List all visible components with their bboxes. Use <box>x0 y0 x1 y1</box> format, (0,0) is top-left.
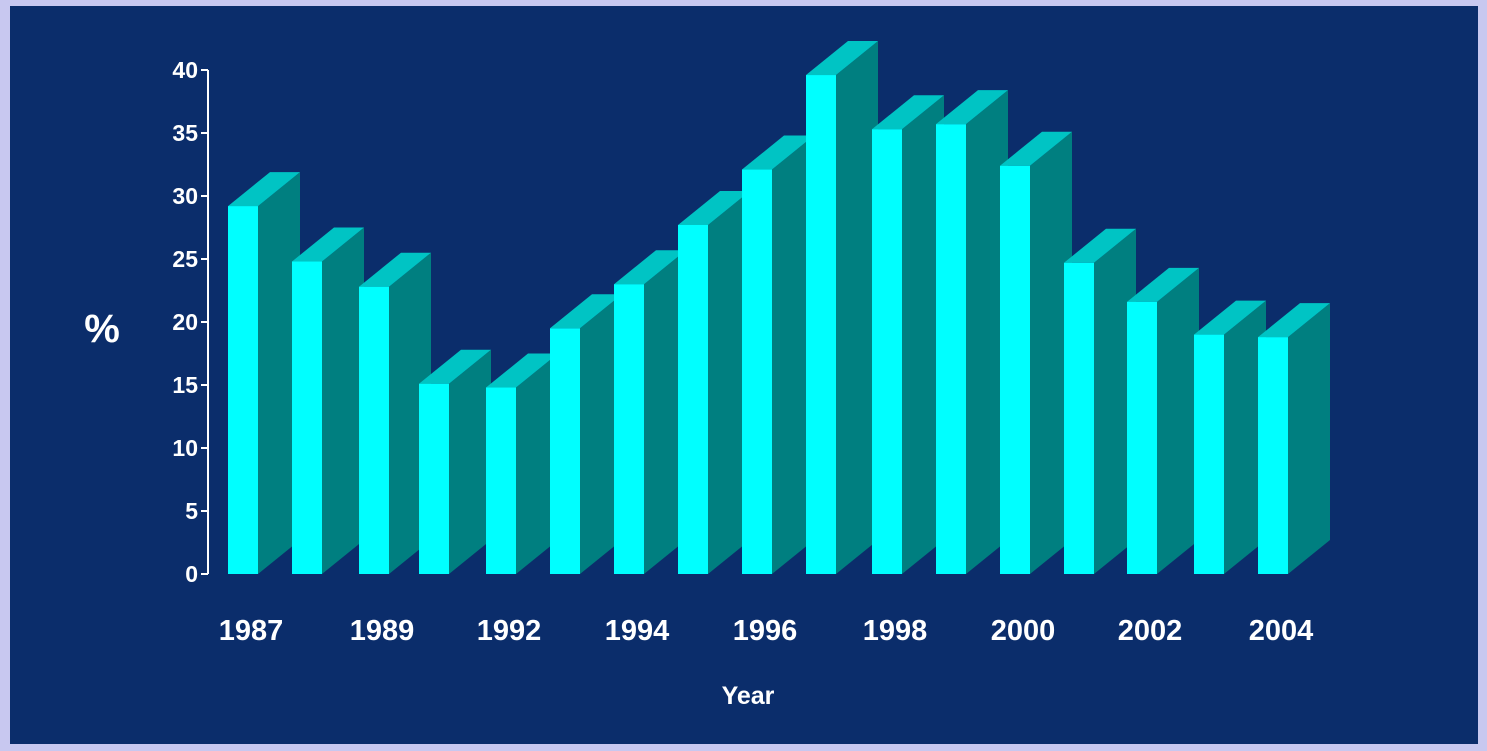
bar-front-face <box>550 328 580 574</box>
bar-side-face <box>516 353 558 574</box>
y-tick-label: 25 <box>172 246 198 272</box>
bar-side-face <box>1030 131 1072 574</box>
x-tick-label: 1989 <box>350 615 415 647</box>
y-tick-label: 15 <box>172 372 198 398</box>
bar-front-face <box>872 129 902 574</box>
bar-1997 <box>806 41 878 575</box>
bar-front-face <box>1194 334 1224 574</box>
bar-front-face <box>1127 301 1157 574</box>
bar-side-face <box>1094 228 1136 574</box>
y-tick-label: 20 <box>172 309 198 335</box>
bar-2002 <box>1127 267 1199 574</box>
y-tick-label: 5 <box>185 498 198 524</box>
bar-top-face <box>550 294 622 329</box>
bar-front-face <box>419 383 449 574</box>
x-tick-label: 1992 <box>477 615 542 647</box>
bar-2004 <box>1258 303 1330 574</box>
y-tick-label: 35 <box>172 120 198 146</box>
bar-front-face <box>1064 262 1094 574</box>
bar-1988 <box>292 227 364 574</box>
bar-1996 <box>742 135 814 575</box>
bar-front-face <box>486 387 516 574</box>
x-tick-label: 1994 <box>605 615 670 647</box>
bar-side-face <box>708 190 750 575</box>
bar-top-face <box>419 349 491 384</box>
bar-front-face <box>1000 165 1030 574</box>
bar-side-face <box>772 135 814 575</box>
bar-1995 <box>678 190 750 575</box>
chart-panel: 0 5 10 15 20 25 30 35 40 1987 1989 1992 1994 1996 199… <box>10 6 1478 744</box>
bar-2000 <box>1000 131 1072 574</box>
bar-top-face <box>1064 228 1136 263</box>
y-tick-label: 10 <box>172 435 198 461</box>
bar-front-face <box>359 286 389 574</box>
bar-top-face <box>742 135 814 170</box>
bar-chart: 0 5 10 15 20 25 30 35 40 1987 1989 1992 1994 1996 199… <box>84 41 1330 710</box>
x-tick-label: 2004 <box>1249 615 1314 647</box>
bar-1998 <box>872 95 944 574</box>
bar-1993 <box>550 294 622 574</box>
bar-2003 <box>1194 300 1266 574</box>
bar-top-face <box>486 353 558 388</box>
bar-top-face <box>292 227 364 262</box>
bar-side-face <box>1288 303 1330 574</box>
bar-1994 <box>614 250 686 574</box>
bar-side-face <box>258 172 300 574</box>
bar-top-face <box>1000 131 1072 166</box>
bar-top-face <box>1127 267 1199 302</box>
bar-2001 <box>1064 228 1136 574</box>
x-tick-label: 2000 <box>991 615 1056 647</box>
bar-side-face <box>902 95 944 574</box>
bar-1992 <box>486 353 558 574</box>
bar-top-face <box>359 252 431 287</box>
bar-front-face <box>614 284 644 574</box>
bar-top-face <box>228 172 300 207</box>
bar-front-face <box>806 75 836 574</box>
y-tick-label: 0 <box>185 561 198 587</box>
bar-1991 <box>419 349 491 574</box>
bar-1999 <box>936 90 1008 575</box>
bar-top-face <box>1194 300 1266 335</box>
x-tick-label: 1987 <box>219 615 284 647</box>
bar-front-face <box>292 261 322 574</box>
bar-front-face <box>228 206 258 574</box>
bar-side-face <box>449 349 491 574</box>
y-tick-label: 40 <box>172 57 198 83</box>
x-tick-label: 2002 <box>1118 615 1183 647</box>
bar-front-face <box>678 224 708 575</box>
bar-top-face <box>678 190 750 225</box>
bar-top-face <box>1258 303 1330 338</box>
y-tick-label: 30 <box>172 183 198 209</box>
bar-side-face <box>1224 300 1266 574</box>
x-tick-label: 1998 <box>863 615 928 647</box>
bar-side-face <box>836 41 878 575</box>
bar-side-face <box>322 227 364 574</box>
bars <box>228 41 1330 575</box>
bar-front-face <box>1258 337 1288 574</box>
bar-top-face <box>872 95 944 130</box>
bar-top-face <box>614 250 686 285</box>
x-tick-label: 1996 <box>733 615 798 647</box>
y-axis-title: % <box>84 307 120 351</box>
bar-top-face <box>936 90 1008 125</box>
bar-top-face <box>806 41 878 76</box>
bar-side-face <box>644 250 686 574</box>
y-axis: 0 5 10 15 20 25 30 35 40 <box>172 57 209 587</box>
bar-side-face <box>1157 267 1199 574</box>
bar-front-face <box>742 169 772 575</box>
x-axis-title: Year <box>722 682 775 710</box>
bar-front-face <box>936 124 966 575</box>
bar-1987 <box>228 172 300 574</box>
bar-side-face <box>966 90 1008 575</box>
bar-side-face <box>580 294 622 574</box>
x-tick-labels: 1987 1989 1992 1994 1996 1998 2000 2002 2004 <box>219 615 1314 647</box>
